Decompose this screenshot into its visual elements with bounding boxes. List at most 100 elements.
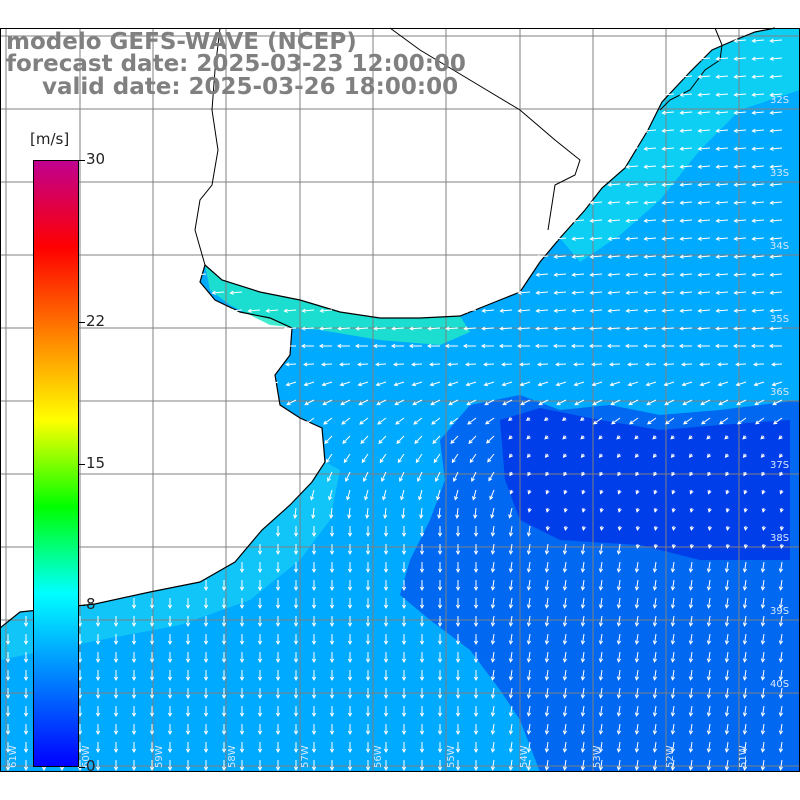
wind-arrow (654, 651, 657, 662)
wind-arrow-head (311, 694, 317, 700)
wind-arrow-head (635, 471, 640, 477)
wind-arrow-head (733, 164, 738, 169)
wind-arrow (415, 453, 423, 463)
wind-arrow-head (337, 326, 342, 331)
wind-arrow-head (625, 164, 630, 169)
wind-arrow-head (715, 272, 720, 277)
wind-arrow-head (609, 362, 614, 367)
wind-arrow-head (167, 766, 173, 772)
wind-arrow (564, 597, 567, 608)
wind-arrow-head (544, 622, 550, 627)
wind-arrow-head (688, 640, 694, 645)
wind-arrow-head (329, 766, 335, 772)
wind-arrow-head (437, 604, 443, 610)
wind-arrow-head (580, 604, 586, 609)
wind-arrow (662, 201, 675, 204)
wind-arrow-head (321, 382, 327, 387)
wind-arrow-head (635, 490, 640, 495)
wind-arrow (780, 723, 783, 734)
wind-arrow (752, 111, 765, 114)
wind-arrow-head (688, 730, 694, 735)
wind-arrow-head (652, 586, 658, 591)
wind-arrow (780, 651, 783, 662)
wind-arrow-head (670, 568, 676, 573)
wind-arrow-head (607, 218, 612, 223)
wind-arrow-head (488, 477, 493, 482)
wind-arrow (780, 759, 783, 770)
wind-arrow-head (779, 544, 784, 549)
wind-arrow (556, 363, 567, 366)
wind-arrow-head (652, 604, 658, 609)
wind-arrow (646, 381, 657, 386)
wind-arrow-head (396, 439, 401, 444)
wind-arrow-head (598, 568, 604, 573)
wind-arrow (466, 399, 477, 406)
wind-arrow (762, 705, 765, 716)
wind-arrow (358, 399, 369, 406)
wind-arrow (690, 615, 693, 626)
wind-arrow-head (455, 730, 461, 736)
wind-arrow-head (553, 254, 558, 259)
wind-arrow-head (383, 766, 389, 772)
wind-arrow (564, 723, 567, 734)
wind-arrow-head (486, 439, 491, 444)
wind-arrow (654, 561, 657, 572)
wind-arrow (718, 363, 729, 366)
wind-arrow-head (634, 694, 640, 699)
wind-arrow-head (553, 272, 558, 277)
wind-arrow-head (508, 453, 513, 458)
wind-arrow-head (761, 526, 766, 531)
wind-arrow-head (283, 326, 288, 331)
wind-arrow-head (625, 236, 630, 241)
wind-arrow (582, 597, 585, 608)
wind-arrow-head (652, 453, 657, 458)
latitude-label: 35S (770, 314, 789, 325)
wind-arrow-head (688, 453, 693, 458)
wind-arrow-head (167, 658, 173, 664)
wind-arrow-head (679, 218, 684, 223)
wind-arrow-head (544, 604, 550, 609)
wind-arrow (582, 543, 585, 554)
wind-arrow-head (311, 658, 317, 664)
wind-arrow-head (293, 550, 299, 556)
wind-arrow-head (537, 362, 542, 367)
wind-arrow-head (624, 343, 630, 349)
wind-arrow-head (451, 458, 456, 464)
wind-arrow-head (571, 326, 576, 331)
wind-arrow-head (473, 514, 478, 519)
wind-arrow-head (436, 496, 441, 501)
wind-arrow (626, 219, 639, 222)
wind-arrow-head (754, 401, 759, 406)
wind-arrow-head (167, 640, 173, 646)
wind-arrow (528, 525, 531, 536)
wind-arrow-head (643, 146, 648, 151)
wind-arrow-head (275, 622, 281, 628)
wind-arrow-head (379, 458, 384, 464)
wind-arrow (636, 723, 639, 734)
wind-arrow (698, 255, 711, 258)
wind-arrow-head (769, 200, 774, 205)
wind-arrow-head (661, 236, 666, 241)
wind-arrow-head (670, 748, 676, 753)
wind-arrow (744, 723, 747, 734)
wind-arrow (590, 327, 603, 330)
wind-arrow-head (526, 658, 532, 663)
wind-arrow-head (341, 420, 346, 425)
wind-arrow-head (419, 712, 425, 718)
wind-arrow-head (322, 401, 327, 406)
wind-arrow-head (715, 236, 720, 241)
wind-arrow (486, 435, 495, 444)
wind-arrow (488, 471, 495, 481)
wind-arrow-head (329, 640, 335, 646)
wind-arrow-head (257, 586, 263, 592)
wind-arrow-head (383, 730, 389, 736)
wind-arrow (212, 291, 225, 294)
wind-arrow (492, 597, 495, 608)
wind-arrow-head (239, 658, 245, 664)
wind-arrow-head (342, 439, 347, 444)
wind-arrow-head (679, 308, 684, 313)
wind-arrow-head (455, 766, 461, 772)
wind-arrow (322, 381, 333, 386)
wind-arrow-head (221, 730, 227, 736)
wind-arrow-head (670, 712, 676, 717)
